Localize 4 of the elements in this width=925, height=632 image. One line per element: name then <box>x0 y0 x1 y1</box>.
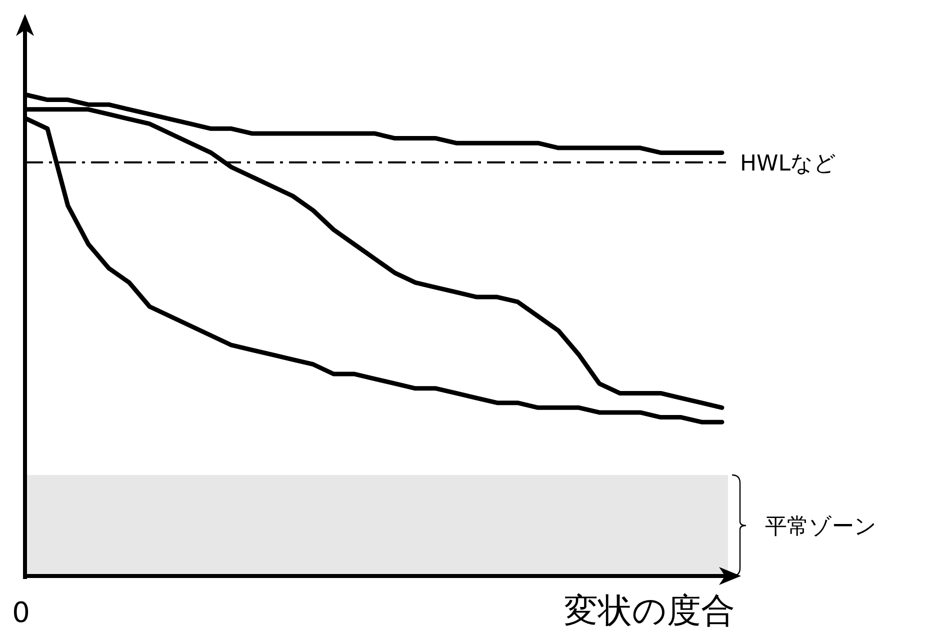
band-label: 平常ゾーン <box>765 514 877 540</box>
x-axis-title: 変状の度合 <box>564 591 735 631</box>
ref-line-label: HWLなど <box>740 151 837 176</box>
text: 0 <box>12 596 30 629</box>
